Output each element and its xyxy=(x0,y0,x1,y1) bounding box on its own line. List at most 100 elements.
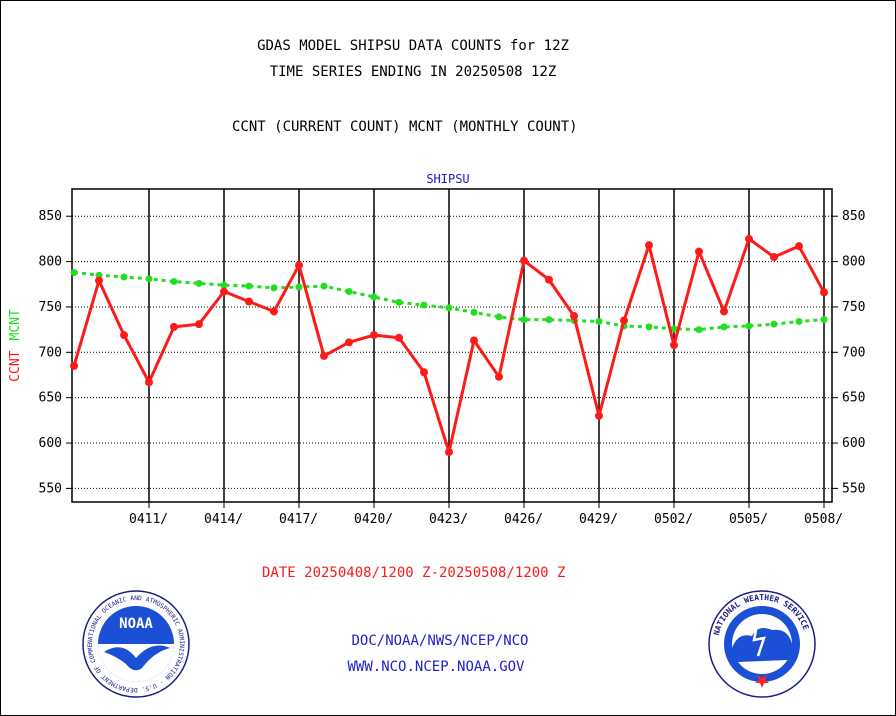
data-point-ccnt xyxy=(720,307,728,316)
x-tick-label: 0508/ xyxy=(804,512,843,527)
noaa-logo: NOAA NATIONAL OCEANIC AND ATMOSPHERIC AD… xyxy=(82,590,190,698)
data-point-ccnt xyxy=(95,276,103,285)
data-point-ccnt xyxy=(445,448,453,457)
x-tick-label: 0411/ xyxy=(129,512,168,527)
data-point-ccnt xyxy=(420,368,428,377)
data-point-mcnt xyxy=(270,284,278,292)
y-tick-label-left: 850 xyxy=(39,209,62,224)
x-tick-label: 0426/ xyxy=(504,512,543,527)
data-point-ccnt xyxy=(245,297,253,306)
data-point-mcnt xyxy=(345,288,353,296)
data-point-mcnt xyxy=(320,282,328,290)
y-tick-label-left: 600 xyxy=(39,436,62,451)
nws-logo: NATIONAL WEATHER SERVICE xyxy=(708,590,816,698)
data-point-mcnt xyxy=(420,301,428,309)
y-tick-label-right: 850 xyxy=(842,209,865,224)
data-point-mcnt xyxy=(445,304,453,312)
y-tick-label-left: 650 xyxy=(39,391,62,406)
data-point-mcnt xyxy=(70,268,78,276)
chart-header-line1: GDAS MODEL SHIPSU DATA COUNTS for 12Z xyxy=(257,38,569,54)
data-point-mcnt xyxy=(495,313,503,321)
data-point-mcnt xyxy=(795,317,803,325)
data-point-mcnt xyxy=(395,298,403,306)
data-point-mcnt xyxy=(670,325,678,333)
data-point-ccnt xyxy=(545,275,553,284)
data-point-ccnt xyxy=(570,312,578,321)
data-point-mcnt xyxy=(770,320,778,328)
y-tick-label-right: 800 xyxy=(842,255,865,270)
data-point-mcnt xyxy=(645,323,653,331)
data-point-mcnt xyxy=(295,283,303,291)
data-point-ccnt xyxy=(620,316,628,325)
data-point-mcnt xyxy=(370,293,378,301)
y-tick-label-right: 750 xyxy=(842,300,865,315)
data-point-ccnt xyxy=(120,331,128,340)
data-point-ccnt xyxy=(370,331,378,340)
data-point-ccnt xyxy=(470,336,478,345)
chart-title: SHIPSU xyxy=(426,172,470,186)
x-tick-label: 0417/ xyxy=(279,512,318,527)
data-point-ccnt xyxy=(320,351,328,360)
y-tick-label-left: 700 xyxy=(39,345,62,360)
data-point-mcnt xyxy=(820,316,828,324)
noaa-wordmark: NOAA xyxy=(119,616,153,632)
data-point-ccnt xyxy=(670,341,678,350)
chart-header-line2: TIME SERIES ENDING IN 20250508 12Z xyxy=(269,64,557,80)
data-point-ccnt xyxy=(495,372,503,381)
data-point-ccnt xyxy=(220,287,228,296)
data-point-ccnt xyxy=(270,307,278,316)
y-axis-label-ccnt: CCNT xyxy=(8,350,23,381)
data-point-mcnt xyxy=(745,322,753,330)
y-axis-label-mcnt: MCNT xyxy=(8,309,23,340)
data-point-mcnt xyxy=(95,271,103,279)
axes-layer xyxy=(66,188,838,508)
y-tick-label-right: 700 xyxy=(842,345,865,360)
data-point-ccnt xyxy=(770,253,778,262)
chart-header-line3: CCNT (CURRENT COUNT) MCNT (MONTHLY COUNT… xyxy=(232,119,578,135)
x-tick-label: 0502/ xyxy=(654,512,693,527)
data-point-mcnt xyxy=(220,281,228,289)
data-point-mcnt xyxy=(245,282,253,290)
data-point-ccnt xyxy=(695,247,703,256)
data-point-ccnt xyxy=(520,256,528,265)
plot-frame xyxy=(71,188,833,503)
y-tick-label-right: 650 xyxy=(842,391,865,406)
y-axis-label: CCNT MCNT xyxy=(8,309,23,382)
data-point-ccnt xyxy=(345,338,353,347)
data-point-ccnt xyxy=(595,411,603,420)
data-point-ccnt xyxy=(145,378,153,387)
y-tick-label-left: 550 xyxy=(39,481,62,496)
data-point-ccnt xyxy=(170,322,178,331)
y-tick-label-right: 600 xyxy=(842,436,865,451)
x-tick-label: 0420/ xyxy=(354,512,393,527)
credit-line-1: DOC/NOAA/NWS/NCEP/NCO xyxy=(351,633,529,649)
data-point-mcnt xyxy=(145,275,153,283)
labels-layer: 550 550 600 600 650 650 700 700 750 750 800 800 850 8… xyxy=(8,209,865,527)
time-series-chart: 550 550 600 600 650 650 700 700 750 750 800 800 850 8… xyxy=(8,188,865,527)
data-point-mcnt xyxy=(120,273,128,281)
x-tick-label: 0505/ xyxy=(729,512,768,527)
data-point-mcnt xyxy=(695,326,703,334)
data-point-ccnt xyxy=(295,261,303,270)
series-layer xyxy=(70,234,828,457)
data-point-mcnt xyxy=(470,308,478,316)
data-point-ccnt xyxy=(70,361,78,370)
data-point-ccnt xyxy=(195,320,203,329)
data-point-mcnt xyxy=(195,279,203,287)
data-point-ccnt xyxy=(745,234,753,243)
credit-url: WWW.NCO.NCEP.NOAA.GOV xyxy=(347,659,525,675)
y-tick-label-left: 800 xyxy=(39,255,62,270)
data-point-mcnt xyxy=(595,317,603,325)
data-point-mcnt xyxy=(545,316,553,324)
y-tick-label-left: 750 xyxy=(39,300,62,315)
data-point-mcnt xyxy=(170,278,178,286)
data-point-mcnt xyxy=(520,316,528,324)
x-tick-label: 0429/ xyxy=(579,512,618,527)
data-point-mcnt xyxy=(720,323,728,331)
data-point-ccnt xyxy=(395,333,403,342)
grid-layer xyxy=(72,189,832,502)
data-point-ccnt xyxy=(795,242,803,251)
data-point-ccnt xyxy=(645,241,653,250)
data-point-ccnt xyxy=(820,288,828,297)
x-tick-label: 0414/ xyxy=(204,512,243,527)
